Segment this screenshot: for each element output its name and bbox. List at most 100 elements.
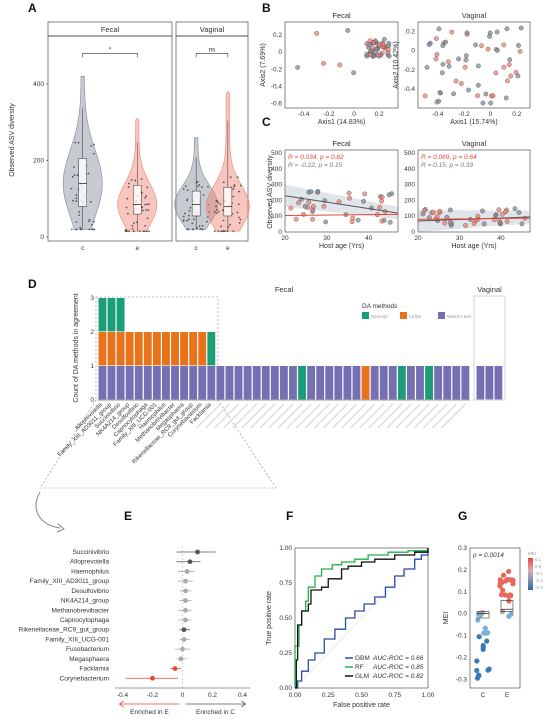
panel-d-arrow-head — [56, 523, 65, 533]
panel-a-point — [134, 179, 137, 182]
panel-b-point — [494, 29, 500, 35]
panel-f-ylabel: True positive rate — [266, 591, 273, 645]
panel-a-point — [182, 188, 185, 190]
panel-a-point — [127, 182, 130, 185]
panel-a-point — [199, 227, 202, 230]
panel-a-point — [215, 205, 217, 208]
panel-a-point — [213, 230, 216, 233]
panel-a-sig-bracket — [195, 53, 229, 58]
panel-a-point — [144, 203, 147, 206]
panel-a-ytick: 0 — [40, 234, 44, 241]
panel-a-xtick: e — [135, 245, 139, 252]
panel-b-point — [507, 57, 513, 63]
panel-a-point — [146, 203, 148, 206]
panel-b-point — [433, 56, 439, 62]
panel-a-point — [92, 220, 95, 223]
panel-a-sig-label: ns — [209, 46, 217, 53]
panel-d-fecal-bar — [116, 366, 125, 400]
panel-a-point — [187, 228, 190, 231]
panel-d-faded-label — [323, 403, 349, 429]
panel-a-point — [238, 190, 240, 193]
panel-g-pvalue: p = 0.0014 — [472, 552, 504, 559]
panel-d-legend-swatch — [438, 312, 445, 319]
panel-f-legend-name: RF — [355, 664, 364, 671]
panel-b-xtick: -0.2 — [459, 111, 471, 118]
panel-b-xlabel: Axis1 (14.83%) — [318, 119, 365, 126]
panel-g-ytick: 0.3 — [458, 545, 467, 552]
panel-d-legend-label: DESeq2 — [371, 314, 388, 319]
panel-d-faded-label — [440, 403, 466, 429]
panel-d-fecal-bar — [162, 332, 170, 366]
panel-d-fecal-bar — [343, 366, 352, 400]
panel-a-point — [192, 228, 195, 231]
panel-d-facet-fecal: Fecal — [275, 285, 294, 294]
panel-d-faded-label — [304, 403, 330, 429]
panel-b-point — [439, 70, 445, 76]
panel-b-point — [463, 53, 469, 58]
panel-b-point — [515, 73, 521, 79]
panel-d-fecal-bar — [152, 366, 161, 400]
panel-e-taxon: Methanobrevibacter — [52, 607, 110, 614]
panel-a-point — [226, 230, 229, 233]
panel-a-point — [222, 181, 225, 184]
panel-b-point — [495, 48, 500, 53]
panel-d-fecal-bar — [379, 366, 388, 400]
panel-d-fecal-bar — [252, 366, 261, 400]
panel-b-point — [459, 81, 464, 86]
panel-b-point — [386, 40, 392, 46]
panel-d-faded-label — [195, 403, 221, 429]
panel-d-fecal-bar — [452, 366, 461, 400]
panel-g-legend-title: MEI — [528, 551, 536, 556]
panel-b-point — [375, 52, 381, 58]
panel-d-ytick: 3 — [90, 295, 94, 302]
panel-a-point — [89, 201, 92, 203]
panel-c-ytick: 400 — [404, 166, 415, 173]
panel-c-point — [512, 206, 518, 212]
panel-c-ylabel: Observed ASV diversity — [267, 155, 274, 229]
panel-a-point — [144, 224, 147, 227]
panel-g-ytick: -0.1 — [456, 633, 468, 640]
panel-b-point — [446, 63, 452, 69]
panel-e-estimate — [178, 656, 184, 662]
panel-c-annotation-c: R = -0.22, p = 0.15 — [288, 162, 343, 169]
panel-d-faded-label — [368, 403, 394, 429]
panel-c-point — [310, 216, 315, 222]
panel-c-point — [311, 204, 316, 209]
panel-b-point — [485, 46, 491, 52]
panel-a-point — [222, 230, 225, 233]
panel-d-fecal-bar — [361, 366, 370, 400]
panel-c-ytick: 500 — [271, 150, 282, 157]
panel-b-point — [443, 39, 448, 45]
panel-d-fecal-bar — [261, 366, 270, 400]
panel-c-xlabel: Host age (Yrs) — [319, 243, 364, 250]
panel-a-point — [217, 230, 220, 233]
panel-g-point — [498, 592, 505, 598]
panel-d-fecal-bar — [334, 366, 343, 400]
panel-f-xtick: 1.00 — [422, 692, 435, 699]
panel-c-point — [504, 219, 510, 224]
panel-c-annotation-e: R = 0.034, p = 0.82 — [288, 154, 344, 161]
panel-a-point — [72, 166, 75, 168]
panel-d-fecal-bar — [134, 332, 143, 366]
panel-d-faded-label — [422, 403, 448, 429]
panel-g-colorbar-tick: -0.3 — [535, 585, 543, 590]
panel-b-point — [487, 34, 492, 39]
panel-e-taxon: Rikenellaceae_RC9_gut_group — [19, 627, 110, 634]
panel-g-point — [475, 617, 481, 623]
panel-e-estimate — [183, 607, 188, 613]
panel-a-box-c — [78, 158, 87, 207]
panel-c-ytick: 100 — [271, 213, 282, 220]
panel-d-vaginal-bar — [494, 366, 503, 400]
panel-a-point — [70, 187, 73, 190]
panel-d-faded-label — [332, 403, 358, 429]
panel-c-point — [503, 209, 509, 214]
panel-d-vaginal-bar — [485, 366, 494, 400]
panel-b-ytick: -0.4 — [271, 84, 283, 91]
panel-b-point — [434, 52, 440, 57]
panel-b-xtick: 0.2 — [375, 111, 384, 118]
panel-d-letter: D — [28, 277, 37, 291]
panel-a-point — [146, 186, 149, 189]
panel-b-point — [517, 49, 523, 54]
panel-b-point — [451, 91, 456, 97]
panel-b-point — [374, 47, 379, 53]
